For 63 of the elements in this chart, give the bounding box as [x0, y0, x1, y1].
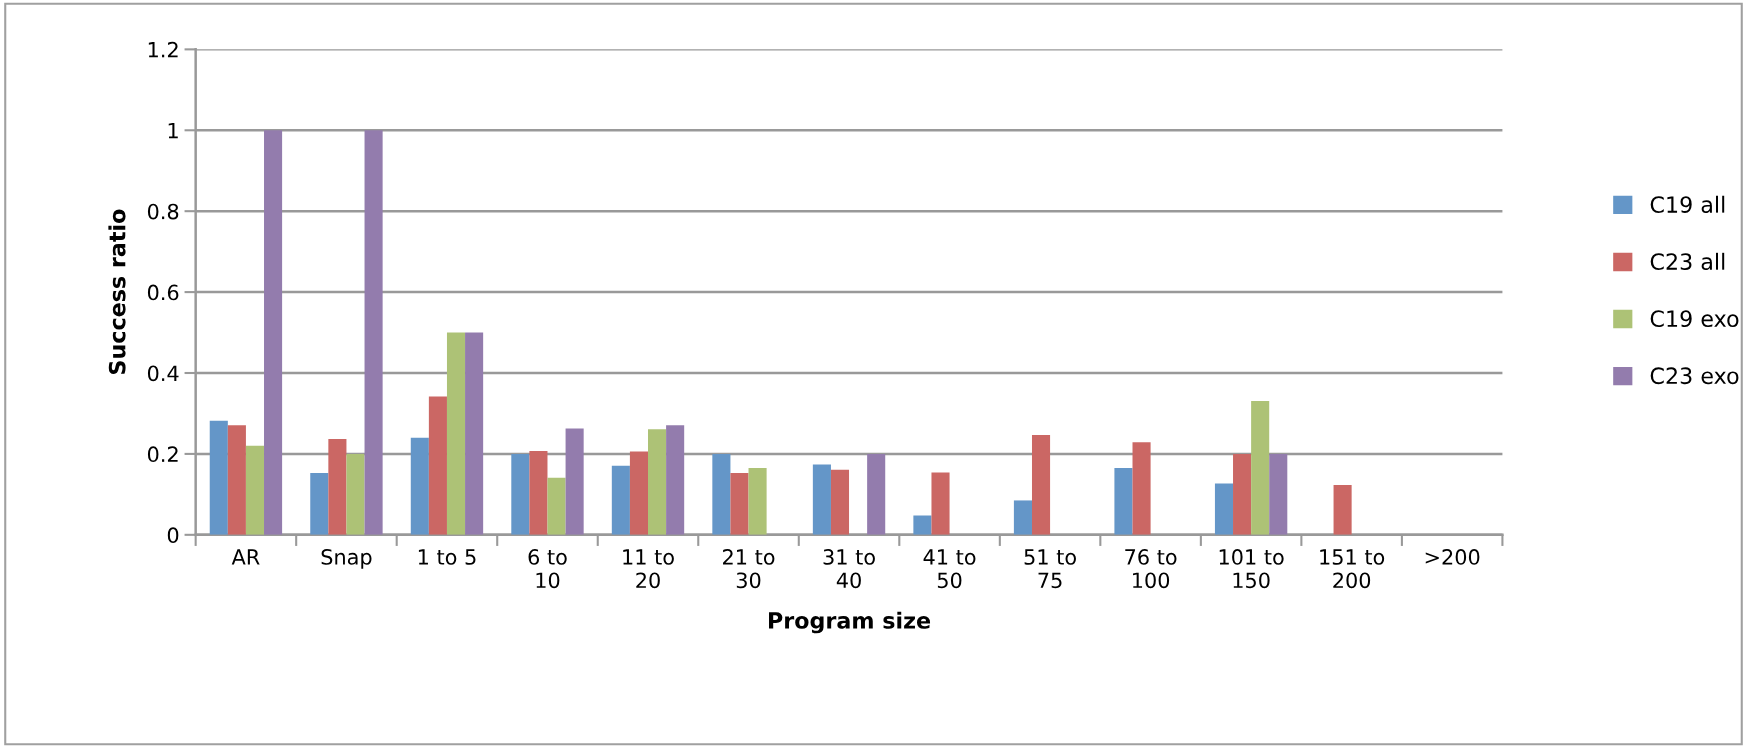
bar: [748, 468, 767, 535]
bar: [364, 130, 383, 535]
bar: [1251, 400, 1270, 535]
bar: [511, 453, 530, 535]
y-tick-label: 0: [167, 527, 179, 544]
legend-label: C19 all: [1650, 195, 1725, 213]
bar: [547, 477, 566, 535]
x-tick-label: 21 to 30: [723, 549, 775, 589]
bar: [812, 464, 831, 535]
bar: [346, 453, 365, 535]
bar: [611, 465, 630, 535]
y-axis-title: Success ratio: [108, 209, 126, 374]
y-tick-label: 0.8: [147, 203, 179, 220]
bar: [1031, 434, 1051, 535]
y-tick-label: 0.4: [147, 365, 179, 382]
y-tick-label: 1.2: [148, 41, 178, 58]
x-tick-label: AR: [231, 549, 260, 565]
bar: [209, 420, 228, 535]
y-tick-label: 0.2: [147, 446, 178, 463]
bar: [712, 453, 731, 535]
y-tick-label: 0.6: [147, 284, 179, 301]
bar: [830, 469, 850, 535]
bar: [1333, 485, 1352, 535]
bar: [1132, 442, 1151, 535]
bar: [465, 332, 484, 535]
x-tick-label: 76 to 100: [1125, 549, 1177, 589]
bar: [1269, 453, 1288, 535]
legend-label: C23 all: [1650, 252, 1725, 271]
bar: [227, 425, 246, 535]
x-tick-label: 41 to 50: [923, 549, 976, 589]
x-axis-title: Program size: [769, 611, 931, 634]
bar: [1214, 483, 1234, 535]
bar: [410, 437, 429, 535]
bar: [931, 472, 950, 535]
bar: [264, 130, 283, 535]
legend-label: C23 exo: [1650, 367, 1739, 385]
x-tick-label: Snap: [321, 549, 372, 569]
x-tick-label: 6 to 10: [528, 549, 567, 589]
bar: [867, 453, 886, 535]
bar: [1013, 500, 1032, 535]
bar: [446, 332, 466, 535]
legend-label: C19 exo: [1650, 310, 1739, 328]
bar: [328, 438, 347, 535]
x-tick-label: 51 to 75: [1024, 549, 1076, 589]
x-tick-label: 31 to 40: [823, 549, 875, 589]
x-tick-label: 11 to 20: [623, 549, 674, 589]
x-tick-label: 101 to 150: [1219, 549, 1284, 589]
x-tick-label: 151 to 200: [1320, 549, 1385, 589]
bar: [913, 515, 932, 535]
bar: [310, 472, 329, 535]
bar: [565, 428, 584, 535]
bar: [730, 472, 749, 535]
bar: [1233, 453, 1252, 535]
x-tick-label: 1 to 5: [418, 549, 476, 565]
y-tick-label: 1: [168, 123, 178, 139]
bar: [629, 451, 648, 535]
bar: [245, 445, 265, 535]
bar: [666, 425, 685, 535]
bar: [529, 451, 548, 535]
x-tick-label: >200: [1425, 549, 1480, 565]
bar: [1114, 468, 1133, 535]
bar: [648, 429, 667, 535]
bar: [428, 396, 447, 535]
